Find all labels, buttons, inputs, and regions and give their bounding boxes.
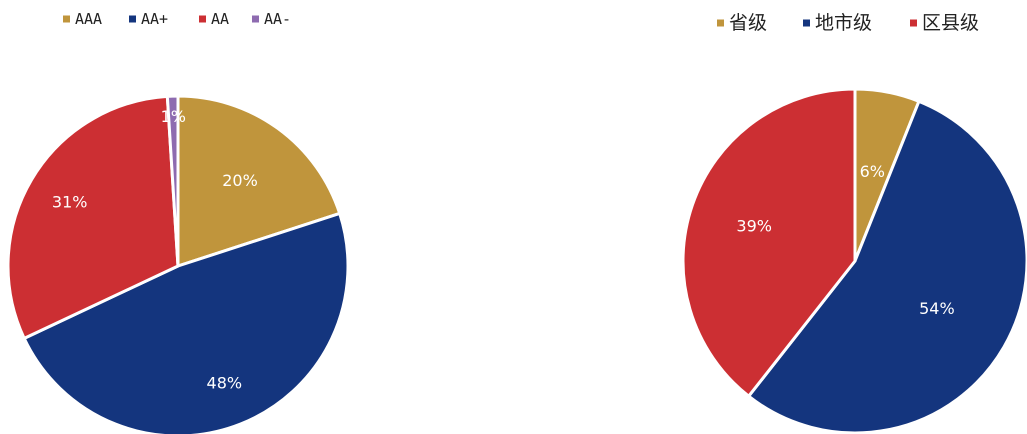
pie-chart-admin-level: 6% 54% 39%	[681, 87, 1027, 434]
legend-marker-county	[910, 19, 917, 27]
legend-marker-provincial	[717, 19, 724, 27]
slice-label-aa-plus: 48%	[207, 374, 243, 393]
legend-marker-prefecture	[803, 19, 810, 27]
slice-label-aa: 31%	[52, 193, 88, 212]
legend-label-prefecture: 地市级	[815, 12, 872, 34]
legend-credit-rating: AAA AA+ AA AA-	[63, 10, 291, 28]
legend-admin-level: 省级 地市级 区县级	[717, 12, 979, 34]
pie-slice-aaa	[176, 94, 342, 268]
legend-label-aaa: AAA	[75, 10, 102, 28]
legend-marker-aa	[199, 15, 206, 23]
pie-chart-credit-rating: 20% 48% 31% 1%	[6, 94, 350, 434]
pie-slice-aa-minus	[165, 94, 180, 268]
legend-label-aa-minus: AA-	[264, 10, 291, 28]
legend-marker-aaa	[63, 15, 70, 23]
legend-label-county: 区县级	[922, 12, 979, 34]
pie-slice-aa	[6, 94, 180, 340]
legend-label-aa: AA	[211, 10, 229, 28]
slice-label-county: 39%	[736, 217, 772, 236]
legend-label-provincial: 省级	[729, 12, 767, 34]
pie-slice-prefecture	[747, 99, 1027, 434]
slice-label-aaa: 20%	[222, 171, 258, 190]
legend-marker-aa-minus	[252, 15, 259, 23]
slice-label-provincial: 6%	[860, 162, 885, 181]
legend-marker-aa-plus	[129, 15, 136, 23]
pie-slice-county	[681, 87, 857, 398]
legend-label-aa-plus: AA+	[141, 10, 168, 28]
pie-slice-aa-plus	[22, 211, 350, 434]
slice-label-prefecture: 54%	[919, 299, 955, 318]
slice-label-aa-minus: 1%	[161, 107, 186, 126]
